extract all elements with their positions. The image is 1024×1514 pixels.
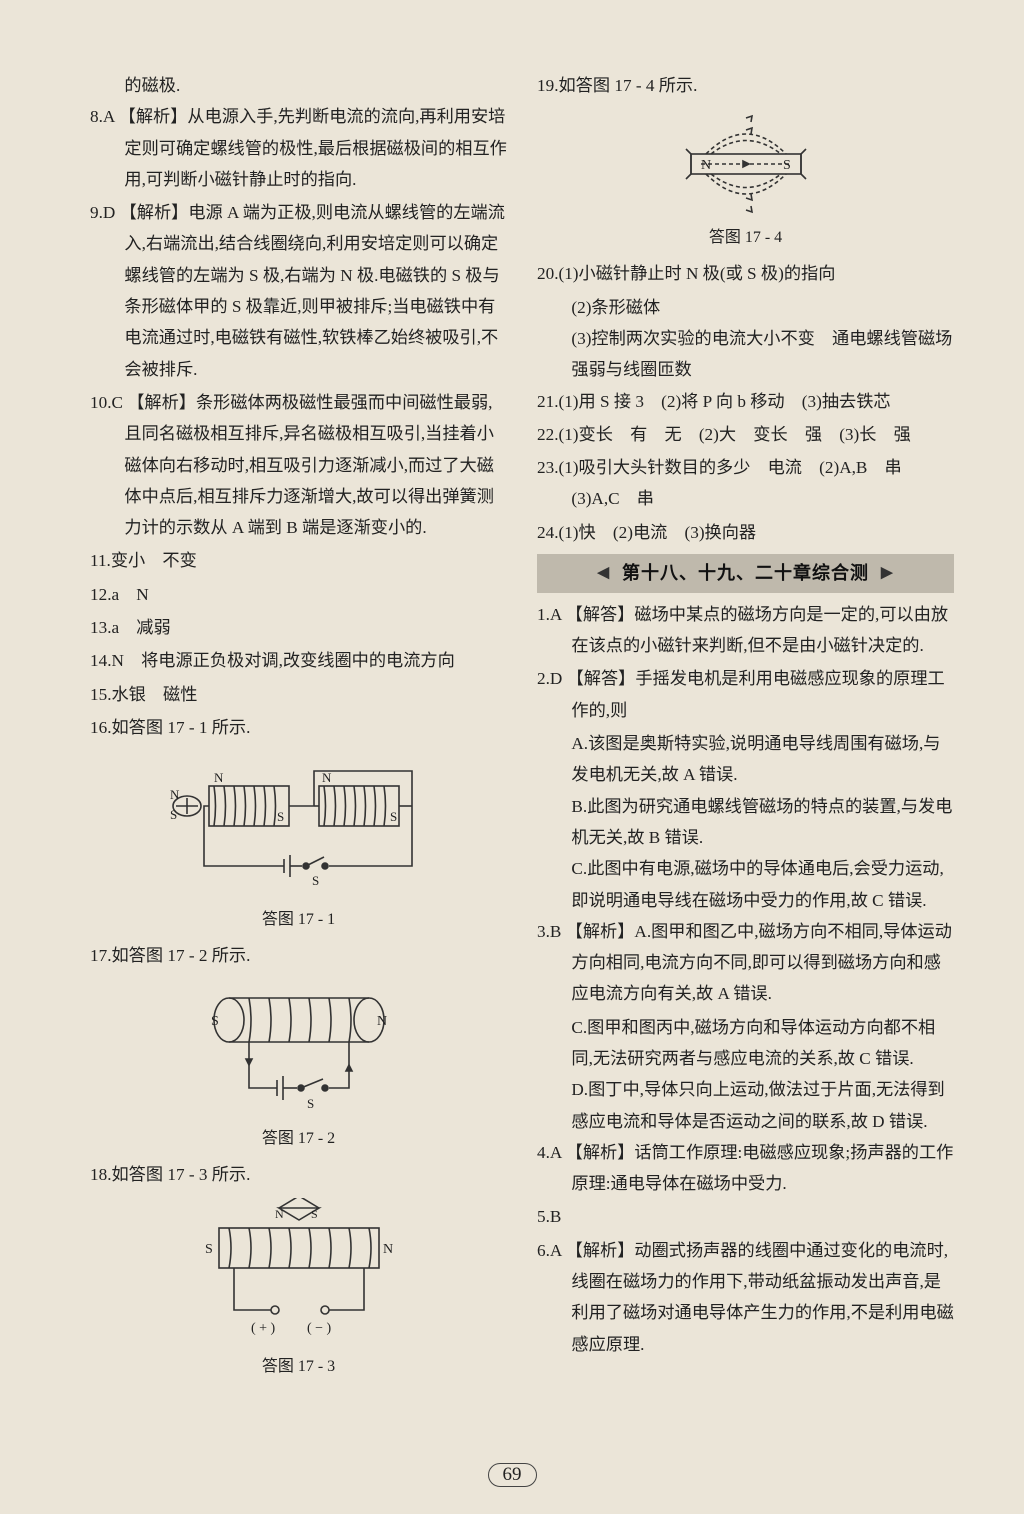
triangle-right-icon: ▶ [881,560,894,587]
figure-17-2: S N S [90,980,507,1120]
left-column: 的磁极. 8.A 【解析】从电源入手,先判断电流的流向,再利用安培定则可确定螺线… [90,70,507,1400]
answer-9: 9.D 【解析】电源 A 端为正极,则电流从螺线管的左端流入,右端流出,结合线圈… [90,197,507,385]
right-column: 19.如答图 17 - 4 所示. [537,70,954,1400]
q3-c: C.图甲和图丙中,磁场方向和导体运动方向都不相同,无法研究两者与感应电流的关系,… [537,1012,954,1075]
figure-17-2-caption: 答图 17 - 2 [90,1124,507,1153]
figure-17-1-caption: 答图 17 - 1 [90,905,507,934]
answer-23: 23.(1)吸引大头针数目的多少 电流 (2)A,B 串 (3)A,C 串 [537,452,954,515]
answer-22: 22.(1)变长 有 无 (2)大 变长 强 (3)长 强 [537,419,954,450]
label-S: S [390,809,397,824]
answer-20-1: 20.(1)小磁针静止时 N 极(或 S 极)的指向 [537,258,954,289]
label-N: N [377,1014,387,1029]
plus-label: ( + ) [251,1321,276,1336]
answer-16: 16.如答图 17 - 1 所示. [90,712,507,743]
q1: 1.A 【解答】磁场中某点的磁场方向是一定的,可以由放在该点的小磁针来判断,但不… [537,599,954,662]
q3-d: D.图丁中,导体只向上运动,做法过于片面,无法得到感应电流和导体是否运动之间的联… [537,1074,954,1137]
section-header-title: 第十八、十九、二十章综合测 [622,557,869,590]
label-S: S [211,1014,219,1029]
label-S: S [783,158,791,173]
q3: 3.B 【解析】A.图甲和图乙中,磁场方向不相同,导体运动方向相同,电流方向不同… [537,916,954,1010]
answer-14: 14.N 将电源正负极对调,改变线圈中的电流方向 [90,645,507,676]
figure-17-4: N S [537,109,954,219]
q2-c: C.此图中有电源,磁场中的导体通电后,会受力运动,即说明通电导线在磁场中受力的作… [537,853,954,916]
page-number: 69 [0,1464,1024,1486]
label-N: N [214,770,224,785]
triangle-left-icon: ◀ [597,560,610,587]
label-S: S [277,809,284,824]
answer-17: 17.如答图 17 - 2 所示. [90,940,507,971]
label-N: N [701,158,711,173]
label-S: S [312,873,319,888]
q2-a: A.该图是奥斯特实验,说明通电导线周围有磁场,与发电机无关,故 A 错误. [537,728,954,791]
switch-label: S [307,1096,314,1111]
answer-21: 21.(1)用 S 接 3 (2)将 P 向 b 移动 (3)抽去铁芯 [537,386,954,417]
label-S: S [170,807,177,822]
q2: 2.D 【解答】手摇发电机是利用电磁感应现象的原理工作的,则 [537,663,954,726]
answer-12: 12.a N [90,579,507,610]
q2-b: B.此图为研究通电螺线管磁场的特点的装置,与发电机无关,故 B 错误. [537,791,954,854]
figure-17-4-caption: 答图 17 - 4 [537,223,954,252]
continuation-text: 的磁极. [90,70,507,101]
answer-19: 19.如答图 17 - 4 所示. [537,70,954,101]
compass-N: N [275,1207,284,1221]
answer-18: 18.如答图 17 - 3 所示. [90,1159,507,1190]
answer-20-2: (2)条形磁体 [537,292,954,323]
answer-11: 11.变小 不变 [90,545,507,576]
q4: 4.A 【解析】话筒工作原理:电磁感应现象;扬声器的工作原理:通电导体在磁场中受… [537,1137,954,1200]
q6: 6.A 【解析】动圈式扬声器的线圈中通过变化的电流时,线圈在磁场力的作用下,带动… [537,1235,954,1360]
page-number-value: 69 [488,1463,537,1487]
answer-13: 13.a 减弱 [90,612,507,643]
compass-S: S [311,1207,318,1221]
figure-17-1: N S N S N S S [90,751,507,901]
section-header: ◀ 第十八、十九、二十章综合测 ▶ [537,554,954,593]
label-N: N [170,787,180,802]
answer-20-3: (3)控制两次实验的电流大小不变 通电螺线管磁场强弱与线圈匝数 [537,323,954,386]
label-N: N [383,1242,393,1257]
answer-15: 15.水银 磁性 [90,679,507,710]
label-N: N [322,770,332,785]
figure-17-3: N S S N ( + ) ( − ) [90,1198,507,1348]
minus-label: ( − ) [307,1321,332,1336]
figure-17-3-caption: 答图 17 - 3 [90,1352,507,1381]
answer-24: 24.(1)快 (2)电流 (3)换向器 [537,517,954,548]
answer-10: 10.C 【解析】条形磁体两极磁性最强而中间磁性最弱,且同名磁极相互排斥,异名磁… [90,387,507,543]
q5: 5.B [537,1201,954,1232]
label-S: S [205,1242,213,1257]
answer-8: 8.A 【解析】从电源入手,先判断电流的流向,再利用安培定则可确定螺线管的极性,… [90,101,507,195]
